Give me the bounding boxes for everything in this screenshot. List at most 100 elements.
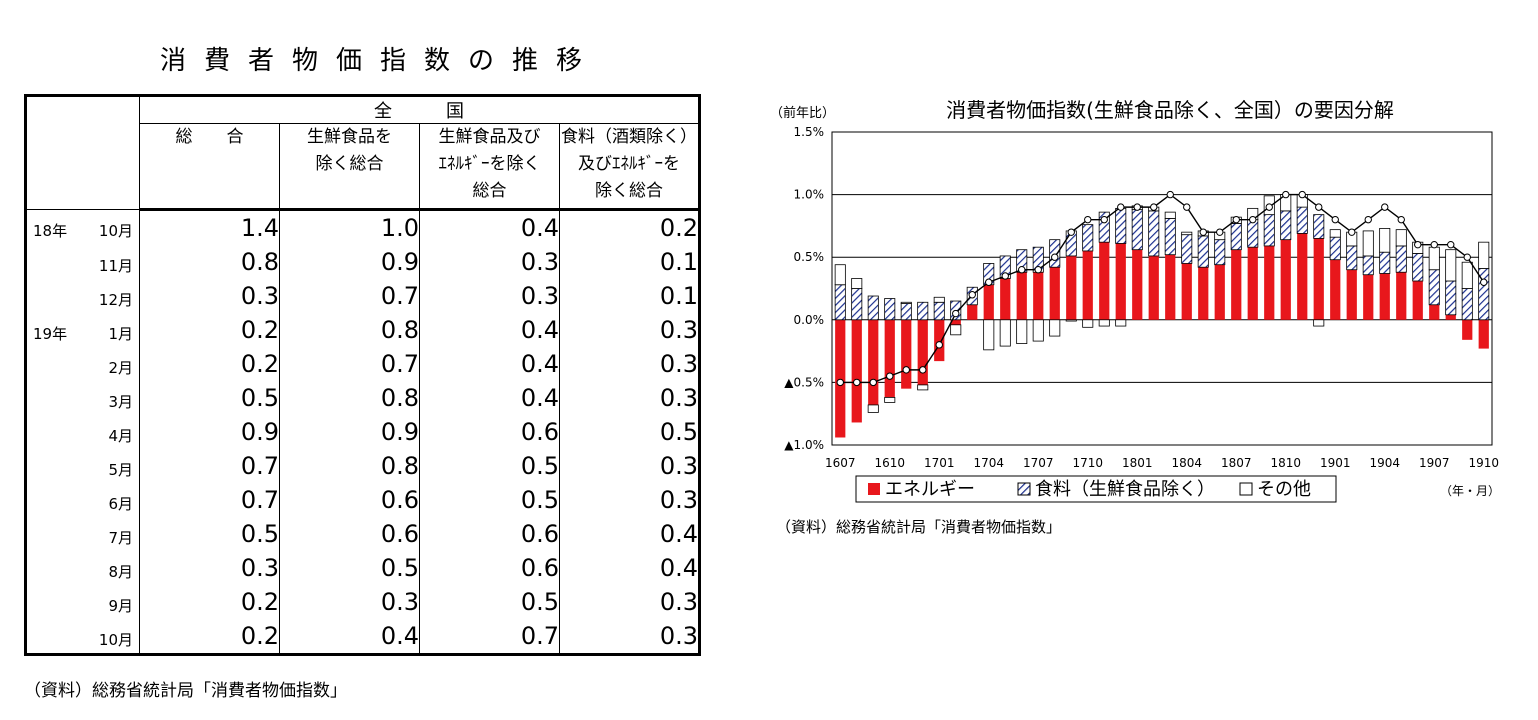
legend-label: その他 (1257, 479, 1311, 500)
table-row: 2月 0.2 0.7 0.4 0.3 (25, 347, 700, 381)
table-cell: 0.3 (559, 381, 700, 415)
bar-energy (1297, 233, 1308, 320)
row-month: 2月 (108, 359, 133, 377)
row-month: 3月 (108, 393, 133, 411)
row-label: 5月 (25, 449, 140, 483)
table-cell: 0.3 (419, 245, 560, 279)
table-row: 19年 1月 0.2 0.8 0.4 0.3 (25, 313, 700, 347)
column-header-line: 除く総合 (595, 181, 663, 201)
bar-food (1263, 214, 1275, 247)
table-cell: 0.2 (139, 585, 280, 619)
table-cell: 0.5 (559, 415, 700, 449)
bar-other (1428, 246, 1440, 271)
column-header-line: 除く総合 (315, 154, 384, 174)
bar-energy (1429, 304, 1440, 320)
table-cell: 0.6 (419, 517, 560, 551)
bar-food (1445, 280, 1457, 316)
total-point (1282, 190, 1290, 199)
bar-other (1379, 228, 1391, 253)
bar-energy (1115, 243, 1126, 320)
table-cell: 0.3 (279, 585, 420, 619)
column-header-line: 生鮮食品を (307, 127, 392, 147)
plot-area (831, 131, 1493, 446)
bar-food (1247, 219, 1259, 248)
bar-other (1164, 211, 1176, 219)
table-title: 消費者物価指数の推移 (159, 46, 600, 76)
total-line (840, 193, 1485, 384)
bar-food (1197, 235, 1209, 268)
column-header-line: 食料（酒類除く） (561, 127, 697, 147)
bar-other (851, 278, 863, 289)
table-row: 4月 0.9 0.9 0.6 0.5 (25, 415, 700, 449)
total-point (1397, 215, 1405, 224)
bar-other (999, 319, 1011, 347)
bar-energy (1363, 274, 1374, 320)
bar-other (1032, 319, 1044, 342)
total-point (935, 341, 943, 349)
bar-energy (1198, 267, 1209, 320)
bar-other (1181, 231, 1193, 236)
bar-energy (1000, 278, 1011, 320)
bar-food (1313, 214, 1325, 239)
x-axis-unit: （年・月） (1440, 484, 1500, 498)
bar-food (1115, 207, 1127, 244)
row-month: 12月 (98, 291, 133, 309)
total-point (902, 366, 910, 374)
row-label: 11月 (25, 245, 140, 279)
y-tick-label: ▲1.0% (784, 438, 824, 452)
total-point (968, 291, 976, 299)
bar-energy (835, 319, 846, 438)
table-cell: 0.4 (279, 619, 420, 655)
row-label: 8月 (25, 551, 140, 585)
bar-energy (901, 319, 912, 389)
total-point (1100, 215, 1108, 224)
y-tick-label: ▲0.5% (784, 375, 824, 389)
bar-food (1362, 255, 1374, 276)
column-header: 生鮮食品を 除く総合 (279, 123, 420, 211)
column-header: 生鮮食品及び ｴﾈﾙｷﾞｰを除く 総合 (419, 123, 560, 211)
bar-other (1082, 319, 1094, 328)
x-tick-label: 1904 (1369, 456, 1400, 470)
row-year: 19年 (33, 325, 68, 343)
bar-energy (1313, 238, 1324, 320)
column-header: 総 合 (139, 123, 280, 211)
table-cell: 0.3 (559, 313, 700, 347)
y-tick-label: 0.0% (794, 313, 825, 327)
total-point (1183, 203, 1191, 211)
total-point (1034, 266, 1042, 274)
bar-food (1164, 217, 1176, 256)
table-row: 9月 0.2 0.3 0.5 0.3 (25, 585, 700, 619)
total-point (1480, 278, 1488, 286)
row-month: 9月 (108, 597, 133, 615)
total-point (1216, 228, 1224, 236)
bar-energy (967, 304, 978, 320)
legend-label: エネルギー (885, 479, 975, 500)
bar-other (900, 301, 912, 304)
total-point (1265, 203, 1273, 211)
total-point (869, 378, 877, 387)
table-cell: 0.5 (279, 551, 420, 585)
bar-other (867, 404, 879, 413)
x-tick-label: 1710 (1072, 456, 1103, 470)
row-month: 5月 (108, 461, 133, 479)
total-point (1232, 215, 1240, 224)
total-point (886, 372, 894, 380)
bar-food (1428, 269, 1440, 306)
row-label: 19年 1月 (25, 313, 140, 347)
column-header-line: ｴﾈﾙｷﾞｰを除く (438, 154, 541, 174)
x-tick-label: 1607 (825, 456, 856, 470)
bar-food (1395, 245, 1407, 273)
bar-other (1461, 261, 1473, 289)
x-tick-label: 1807 (1221, 456, 1252, 470)
table-row: 8月 0.3 0.5 0.6 0.4 (25, 551, 700, 585)
column-header-line: 生鮮食品及び (438, 127, 541, 147)
bar-food (1214, 239, 1226, 266)
bar-energy (983, 284, 994, 320)
table-cell: 0.5 (419, 449, 560, 483)
column-header-line: 総 合 (175, 127, 244, 147)
bar-energy (1280, 239, 1291, 320)
total-point (1051, 253, 1059, 261)
total-point (1364, 215, 1372, 224)
cpi-table: 全 国 総 合生鮮食品を 除く総合 生鮮食品及び ｴﾈﾙｷﾞｰを除く 総合 食料（酒類除く… (24, 94, 701, 656)
bar-other (884, 397, 896, 403)
